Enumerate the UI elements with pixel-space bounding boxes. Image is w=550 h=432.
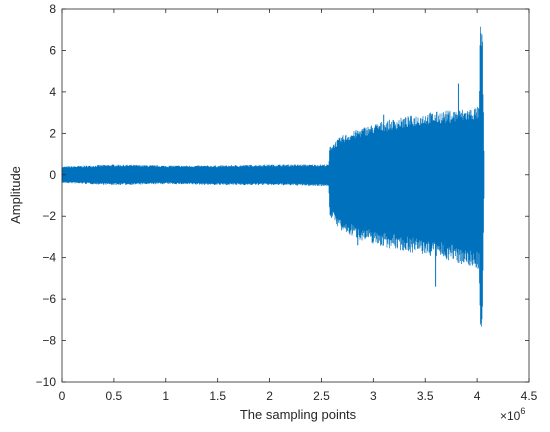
x-tick-label: 2 — [266, 389, 273, 403]
x-multiplier-base: ×10 — [500, 409, 521, 423]
x-tick-label: 0 — [59, 389, 66, 403]
y-tick-label: −10 — [36, 375, 57, 389]
x-tick-label: 1.5 — [209, 389, 226, 403]
y-tick-label: −2 — [42, 209, 56, 223]
y-axis-label: Amplitude — [8, 166, 23, 224]
y-tick-label: 0 — [49, 168, 56, 182]
y-tick-label: −8 — [42, 334, 56, 348]
x-tick-label: 1 — [162, 389, 169, 403]
x-tick-label: 4.5 — [521, 389, 538, 403]
y-tick-label: 6 — [49, 43, 56, 57]
x-multiplier: ×106 — [500, 406, 525, 423]
x-tick-label: 3.5 — [417, 389, 434, 403]
ticks-layer: 0 0.5 1 1.5 2 2.5 3 3.5 4 4.5 8 6 4 2 0 −2 −4 −6 −8 −10 — [36, 2, 538, 403]
plot-frame — [61, 8, 530, 383]
x-tick-label: 2.5 — [313, 389, 330, 403]
x-tick-label: 4 — [474, 389, 481, 403]
x-tick-label: 0.5 — [106, 389, 123, 403]
y-tick-label: 8 — [49, 2, 56, 16]
x-multiplier-exponent: 6 — [520, 406, 525, 416]
y-tick-label: 2 — [49, 126, 56, 140]
y-tick-label: −6 — [42, 292, 56, 306]
x-axis-label: The sampling points — [240, 407, 357, 422]
y-tick-label: 4 — [49, 85, 56, 99]
x-tick-label: 3 — [370, 389, 377, 403]
y-tick-label: −4 — [42, 251, 56, 265]
